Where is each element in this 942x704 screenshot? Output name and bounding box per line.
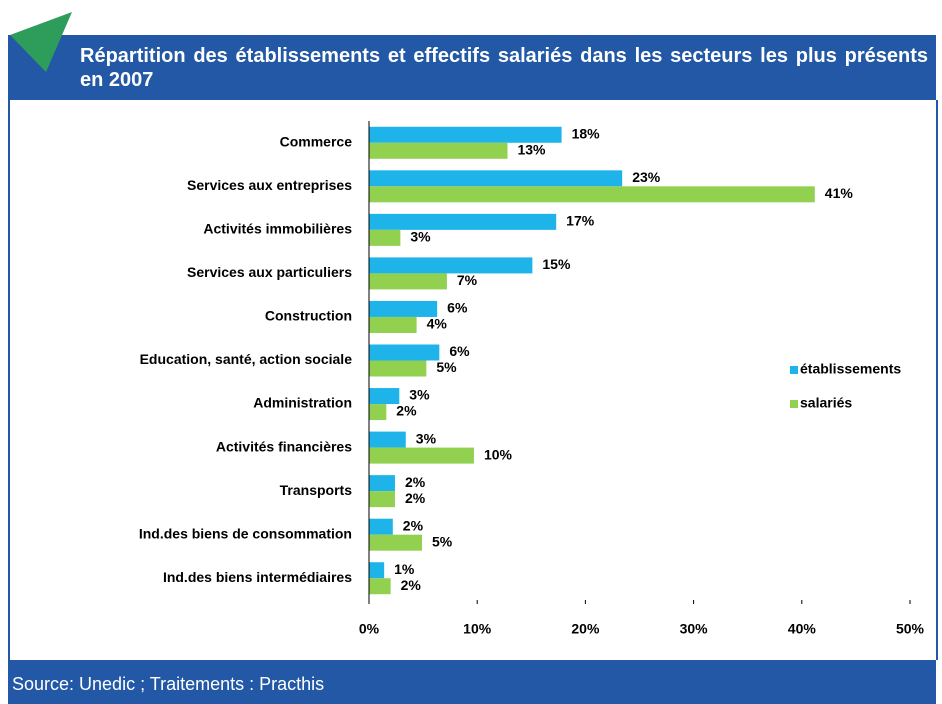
bar (369, 142, 508, 159)
x-tick-label: 20% (571, 621, 600, 637)
y-tick-label: Education, santé, action sociale (140, 351, 353, 367)
data-label: 5% (436, 359, 457, 375)
corner-triangle (10, 12, 72, 72)
bar (369, 447, 474, 464)
data-label: 6% (447, 300, 468, 316)
legend-swatch (790, 400, 798, 408)
data-label: 10% (484, 446, 513, 462)
bar (369, 360, 427, 377)
legend-label: salariés (800, 395, 852, 411)
bar (369, 126, 562, 143)
legend-label: établissements (800, 361, 901, 377)
data-label: 2% (396, 403, 417, 419)
data-label: 18% (572, 125, 601, 141)
x-tick-label: 50% (896, 621, 925, 637)
y-tick-label: Transports (280, 482, 353, 498)
x-tick-label: 40% (788, 621, 817, 637)
y-tick-label: Ind.des biens de consommation (139, 525, 352, 541)
bar (369, 316, 417, 333)
frame (8, 100, 938, 660)
data-label: 2% (405, 490, 426, 506)
y-tick-label: Ind.des biens intermédiaires (163, 569, 352, 585)
data-label: 41% (825, 185, 854, 201)
x-tick-label: 0% (359, 621, 380, 637)
data-label: 4% (427, 316, 448, 332)
bar (369, 562, 385, 579)
data-label: 23% (632, 169, 661, 185)
data-label: 3% (410, 229, 431, 245)
bar (369, 475, 395, 492)
y-tick-label: Services aux entreprises (187, 177, 352, 193)
bar (369, 273, 447, 290)
bar (369, 300, 438, 317)
bar (369, 213, 557, 230)
data-label: 6% (449, 343, 470, 359)
bar (369, 186, 815, 203)
data-label: 13% (517, 141, 546, 157)
data-label: 5% (432, 533, 453, 549)
bar (369, 344, 440, 361)
data-label: 3% (416, 430, 437, 446)
bar (369, 491, 395, 508)
bar (369, 578, 391, 595)
data-label: 2% (405, 474, 426, 490)
chart-title: Répartition des établissements et effect… (80, 45, 928, 91)
bar (369, 431, 406, 448)
y-tick-label: Services aux particuliers (187, 264, 352, 280)
footer-band (8, 660, 936, 704)
y-tick-label: Activités immobilières (203, 221, 352, 237)
y-tick-label: Commerce (280, 133, 353, 149)
data-label: 15% (542, 256, 571, 272)
bar (369, 404, 387, 421)
bar (369, 257, 533, 274)
legend-swatch (790, 366, 798, 374)
x-tick-label: 10% (463, 621, 492, 637)
bar (369, 170, 623, 187)
data-label: 3% (409, 387, 430, 403)
y-tick-label: Activités financières (216, 438, 352, 454)
bar (369, 388, 400, 405)
data-label: 2% (403, 517, 424, 533)
data-label: 2% (401, 577, 422, 593)
data-label: 1% (394, 561, 415, 577)
source-note: Source: Unedic ; Traitements : Practhis (12, 674, 325, 694)
bar (369, 518, 393, 535)
header-band (8, 35, 936, 100)
bar (369, 534, 423, 551)
y-tick-label: Administration (253, 395, 352, 411)
data-label: 7% (457, 272, 478, 288)
y-tick-label: Construction (265, 308, 352, 324)
x-tick-label: 30% (680, 621, 709, 637)
bar (369, 229, 401, 246)
data-label: 17% (566, 213, 595, 229)
